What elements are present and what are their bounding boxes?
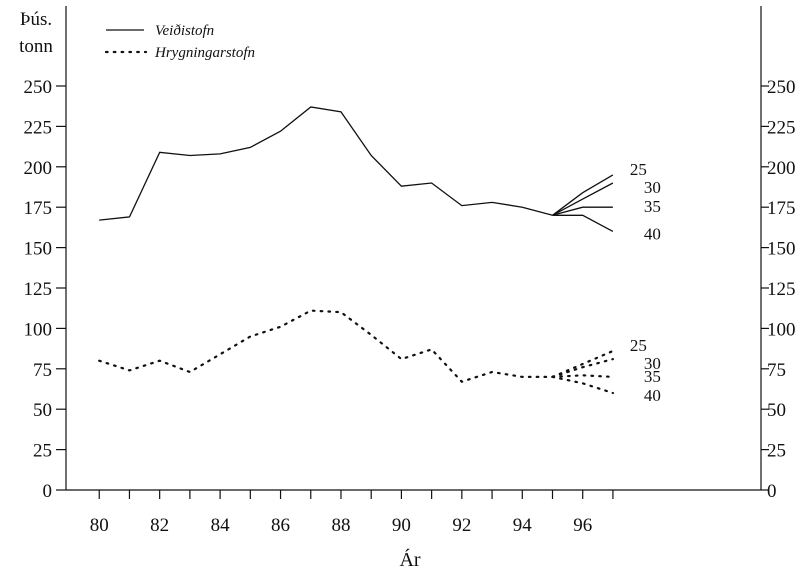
projection-label-veidistofn-35: 35 bbox=[644, 197, 661, 216]
legend-label-hrygningarstofn: Hrygningarstofn bbox=[154, 45, 255, 61]
projection-line-hrygningarstofn-30 bbox=[551, 358, 615, 378]
x-ticks: 80 82 84 86 88 90 92 94 96 bbox=[90, 490, 614, 536]
projection-line-veidistofn-30 bbox=[552, 182, 614, 216]
x-tick-label-90: 90 bbox=[392, 515, 411, 536]
x-tick-label-92: 92 bbox=[452, 515, 471, 536]
y-tick-label-left-125: 125 bbox=[24, 279, 53, 300]
y-tick-label-right-75: 75 bbox=[767, 360, 786, 381]
y-tick-label-left-50: 50 bbox=[33, 400, 52, 421]
projection-line-veidistofn-35 bbox=[552, 206, 613, 216]
y-tick-label-right-200: 200 bbox=[767, 158, 796, 179]
y-tick-label-left-175: 175 bbox=[24, 198, 53, 219]
y-axis-label-line2: tonn bbox=[19, 36, 53, 57]
x-tick-label-82: 82 bbox=[150, 515, 169, 536]
left-y-ticks: 0 25 50 75 100 125 150 175 200 225 250 bbox=[24, 77, 66, 502]
y-tick-label-left-100: 100 bbox=[24, 319, 53, 340]
series-line-veidistofn bbox=[99, 106, 553, 221]
y-tick-label-right-125: 125 bbox=[767, 279, 796, 300]
y-tick-label-right-175: 175 bbox=[767, 198, 796, 219]
series-group bbox=[98, 106, 615, 395]
right-y-ticks: 0 25 50 75 100 125 150 175 200 225 250 bbox=[761, 77, 796, 502]
projection-label-hrygningarstofn-25: 25 bbox=[630, 336, 647, 355]
axes bbox=[65, 6, 762, 491]
projection-label-veidistofn-40: 40 bbox=[644, 224, 661, 243]
projection-label-hrygningarstofn-40: 40 bbox=[644, 386, 661, 405]
y-tick-label-right-250: 250 bbox=[767, 77, 796, 98]
projection-label-veidistofn-25: 25 bbox=[630, 160, 647, 179]
y-tick-label-right-225: 225 bbox=[767, 117, 796, 138]
y-tick-label-left-150: 150 bbox=[24, 239, 53, 260]
y-tick-label-left-250: 250 bbox=[24, 77, 53, 98]
x-tick-label-80: 80 bbox=[90, 515, 109, 536]
y-tick-label-left-25: 25 bbox=[33, 441, 52, 462]
y-tick-label-left-200: 200 bbox=[24, 158, 53, 179]
y-tick-label-left-75: 75 bbox=[33, 360, 52, 381]
y-tick-label-left-0: 0 bbox=[43, 481, 53, 502]
projection-label-hrygningarstofn-30: 30 bbox=[644, 354, 661, 373]
y-tick-label-right-100: 100 bbox=[767, 319, 796, 340]
x-tick-label-88: 88 bbox=[331, 515, 350, 536]
x-tick-label-84: 84 bbox=[211, 515, 231, 536]
y-axis-label: Þús. tonn bbox=[19, 9, 53, 57]
x-tick-label-94: 94 bbox=[513, 515, 533, 536]
projection-line-hrygningarstofn-40 bbox=[551, 375, 615, 395]
projection-line-veidistofn-40 bbox=[552, 214, 614, 232]
projection-label-veidistofn-30: 30 bbox=[644, 178, 661, 197]
y-tick-label-right-25: 25 bbox=[767, 441, 786, 462]
projection-line-hrygningarstofn-35 bbox=[551, 374, 615, 378]
y-tick-label-left-225: 225 bbox=[24, 117, 53, 138]
legend-label-veidistofn: Veiðistofn bbox=[155, 23, 214, 39]
projection-label-hrygningarstofn-35: 35 bbox=[644, 367, 661, 386]
x-tick-label-96: 96 bbox=[573, 515, 592, 536]
series-line-hrygningarstofn bbox=[98, 309, 554, 383]
y-tick-label-right-50: 50 bbox=[767, 400, 786, 421]
x-axis-label: Ár bbox=[399, 548, 420, 571]
projection-line-veidistofn-25 bbox=[552, 174, 614, 216]
x-tick-label-86: 86 bbox=[271, 515, 290, 536]
legend: Veiðistofn Hrygningarstofn bbox=[104, 23, 255, 61]
y-axis-label-line1: Þús. bbox=[20, 9, 52, 30]
y-tick-label-right-0: 0 bbox=[767, 481, 777, 502]
y-tick-label-right-150: 150 bbox=[767, 239, 796, 260]
projection-line-hrygningarstofn-25 bbox=[551, 349, 615, 378]
